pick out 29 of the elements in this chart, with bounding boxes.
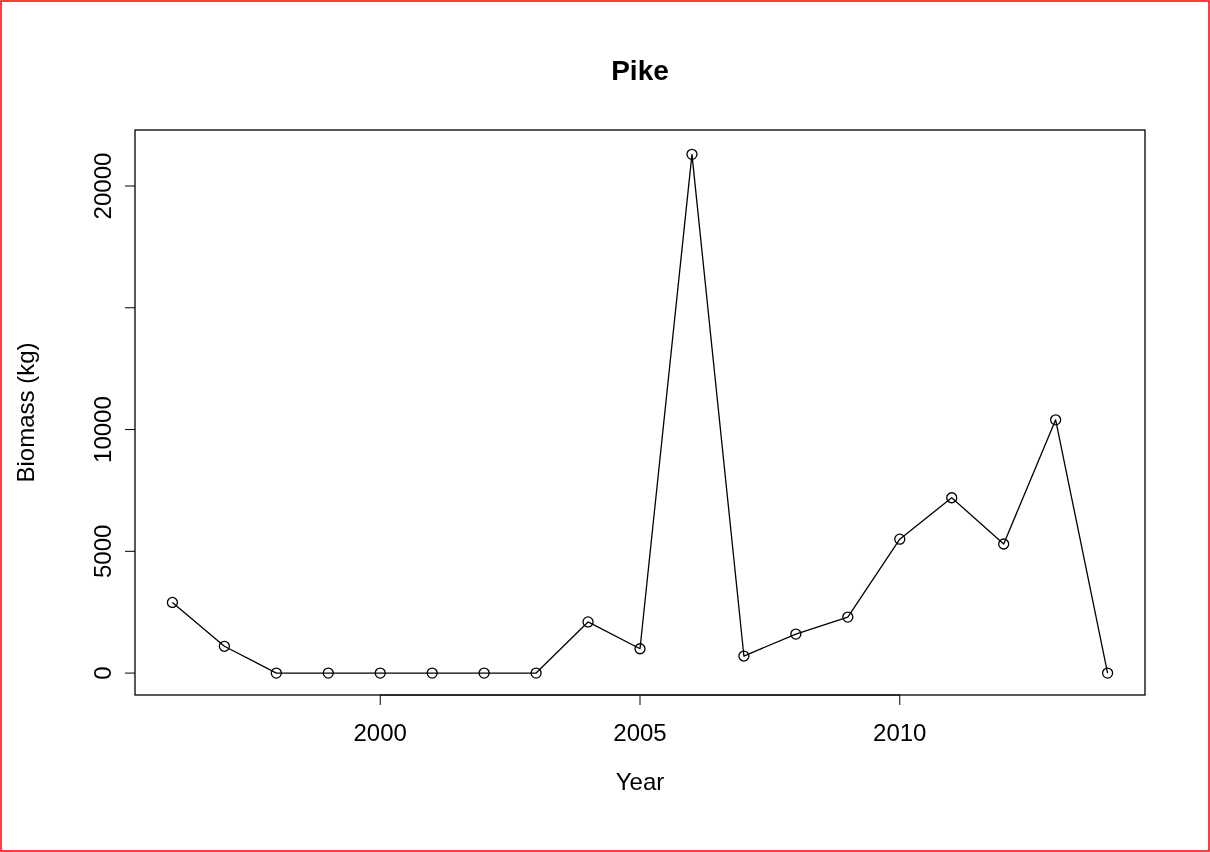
point [218,640,231,652]
point [842,611,854,623]
x-tick-label: 2005 [613,719,667,746]
point [738,650,750,662]
x-axis-title: Year [615,768,665,795]
y-tick-label: 20000 [89,152,116,220]
point [790,628,802,640]
point [894,533,906,545]
y-axis-title: Biomass (kg) [12,342,39,483]
point [634,643,646,655]
x-tick-label: 2010 [873,719,927,746]
chart-title: Pike [611,55,669,86]
point [166,596,179,609]
point [1101,667,1114,679]
point [322,667,334,679]
x-tick-label: 2000 [353,719,407,746]
point [478,667,490,679]
point [686,148,698,160]
y-tick-label: 0 [89,666,116,680]
point [1049,414,1062,426]
point [582,616,594,628]
point [374,667,386,679]
point [426,667,438,679]
y-tick-label: 10000 [89,396,116,463]
y-tick-label: 5000 [89,524,116,579]
point [530,667,542,679]
point [998,538,1010,550]
point [270,667,282,679]
point [946,492,958,504]
